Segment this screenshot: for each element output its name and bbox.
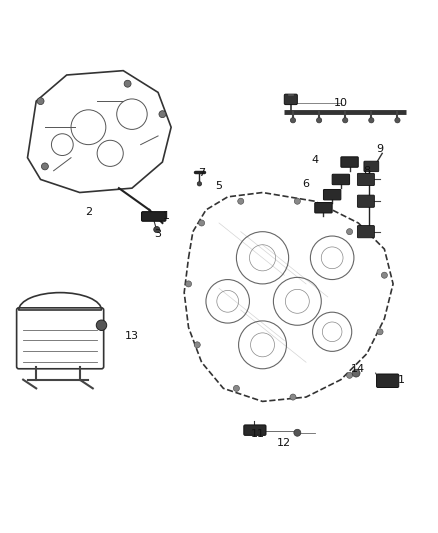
Text: 5: 5 xyxy=(215,181,223,191)
Circle shape xyxy=(317,118,322,123)
FancyBboxPatch shape xyxy=(357,225,374,238)
Circle shape xyxy=(154,227,160,232)
Circle shape xyxy=(194,342,200,348)
Text: 2: 2 xyxy=(85,207,92,217)
Text: 11: 11 xyxy=(251,429,265,439)
Circle shape xyxy=(294,429,301,436)
Circle shape xyxy=(290,394,296,400)
Text: 4: 4 xyxy=(311,155,318,165)
Text: 3: 3 xyxy=(155,229,162,239)
FancyBboxPatch shape xyxy=(284,94,297,104)
Circle shape xyxy=(377,329,383,335)
Text: 12: 12 xyxy=(277,438,291,448)
Circle shape xyxy=(352,369,360,377)
Circle shape xyxy=(346,372,353,378)
FancyBboxPatch shape xyxy=(364,161,379,172)
Text: 1: 1 xyxy=(163,212,170,221)
Text: 8: 8 xyxy=(364,166,371,176)
FancyBboxPatch shape xyxy=(141,212,166,221)
Circle shape xyxy=(233,385,240,391)
FancyBboxPatch shape xyxy=(377,374,399,387)
Text: 7: 7 xyxy=(198,168,205,178)
Circle shape xyxy=(343,118,348,123)
Circle shape xyxy=(346,229,353,235)
Circle shape xyxy=(198,220,205,226)
FancyBboxPatch shape xyxy=(341,157,358,167)
Circle shape xyxy=(185,281,191,287)
FancyBboxPatch shape xyxy=(357,195,374,207)
Text: 13: 13 xyxy=(125,331,139,341)
Circle shape xyxy=(124,80,131,87)
Circle shape xyxy=(42,163,48,170)
Circle shape xyxy=(96,320,107,330)
Circle shape xyxy=(238,198,244,204)
FancyBboxPatch shape xyxy=(332,174,350,184)
Text: 10: 10 xyxy=(334,98,348,108)
Text: 9: 9 xyxy=(377,144,384,154)
Circle shape xyxy=(37,98,44,104)
Circle shape xyxy=(197,182,201,186)
Circle shape xyxy=(381,272,388,278)
Circle shape xyxy=(369,118,374,123)
Circle shape xyxy=(294,198,300,204)
FancyBboxPatch shape xyxy=(244,425,266,435)
Circle shape xyxy=(395,118,400,123)
FancyBboxPatch shape xyxy=(357,173,374,185)
Text: 14: 14 xyxy=(351,364,365,374)
Circle shape xyxy=(159,111,166,118)
FancyBboxPatch shape xyxy=(323,189,341,200)
Circle shape xyxy=(290,118,296,123)
FancyBboxPatch shape xyxy=(315,203,332,213)
Text: 1: 1 xyxy=(398,375,405,385)
Text: 6: 6 xyxy=(303,179,310,189)
